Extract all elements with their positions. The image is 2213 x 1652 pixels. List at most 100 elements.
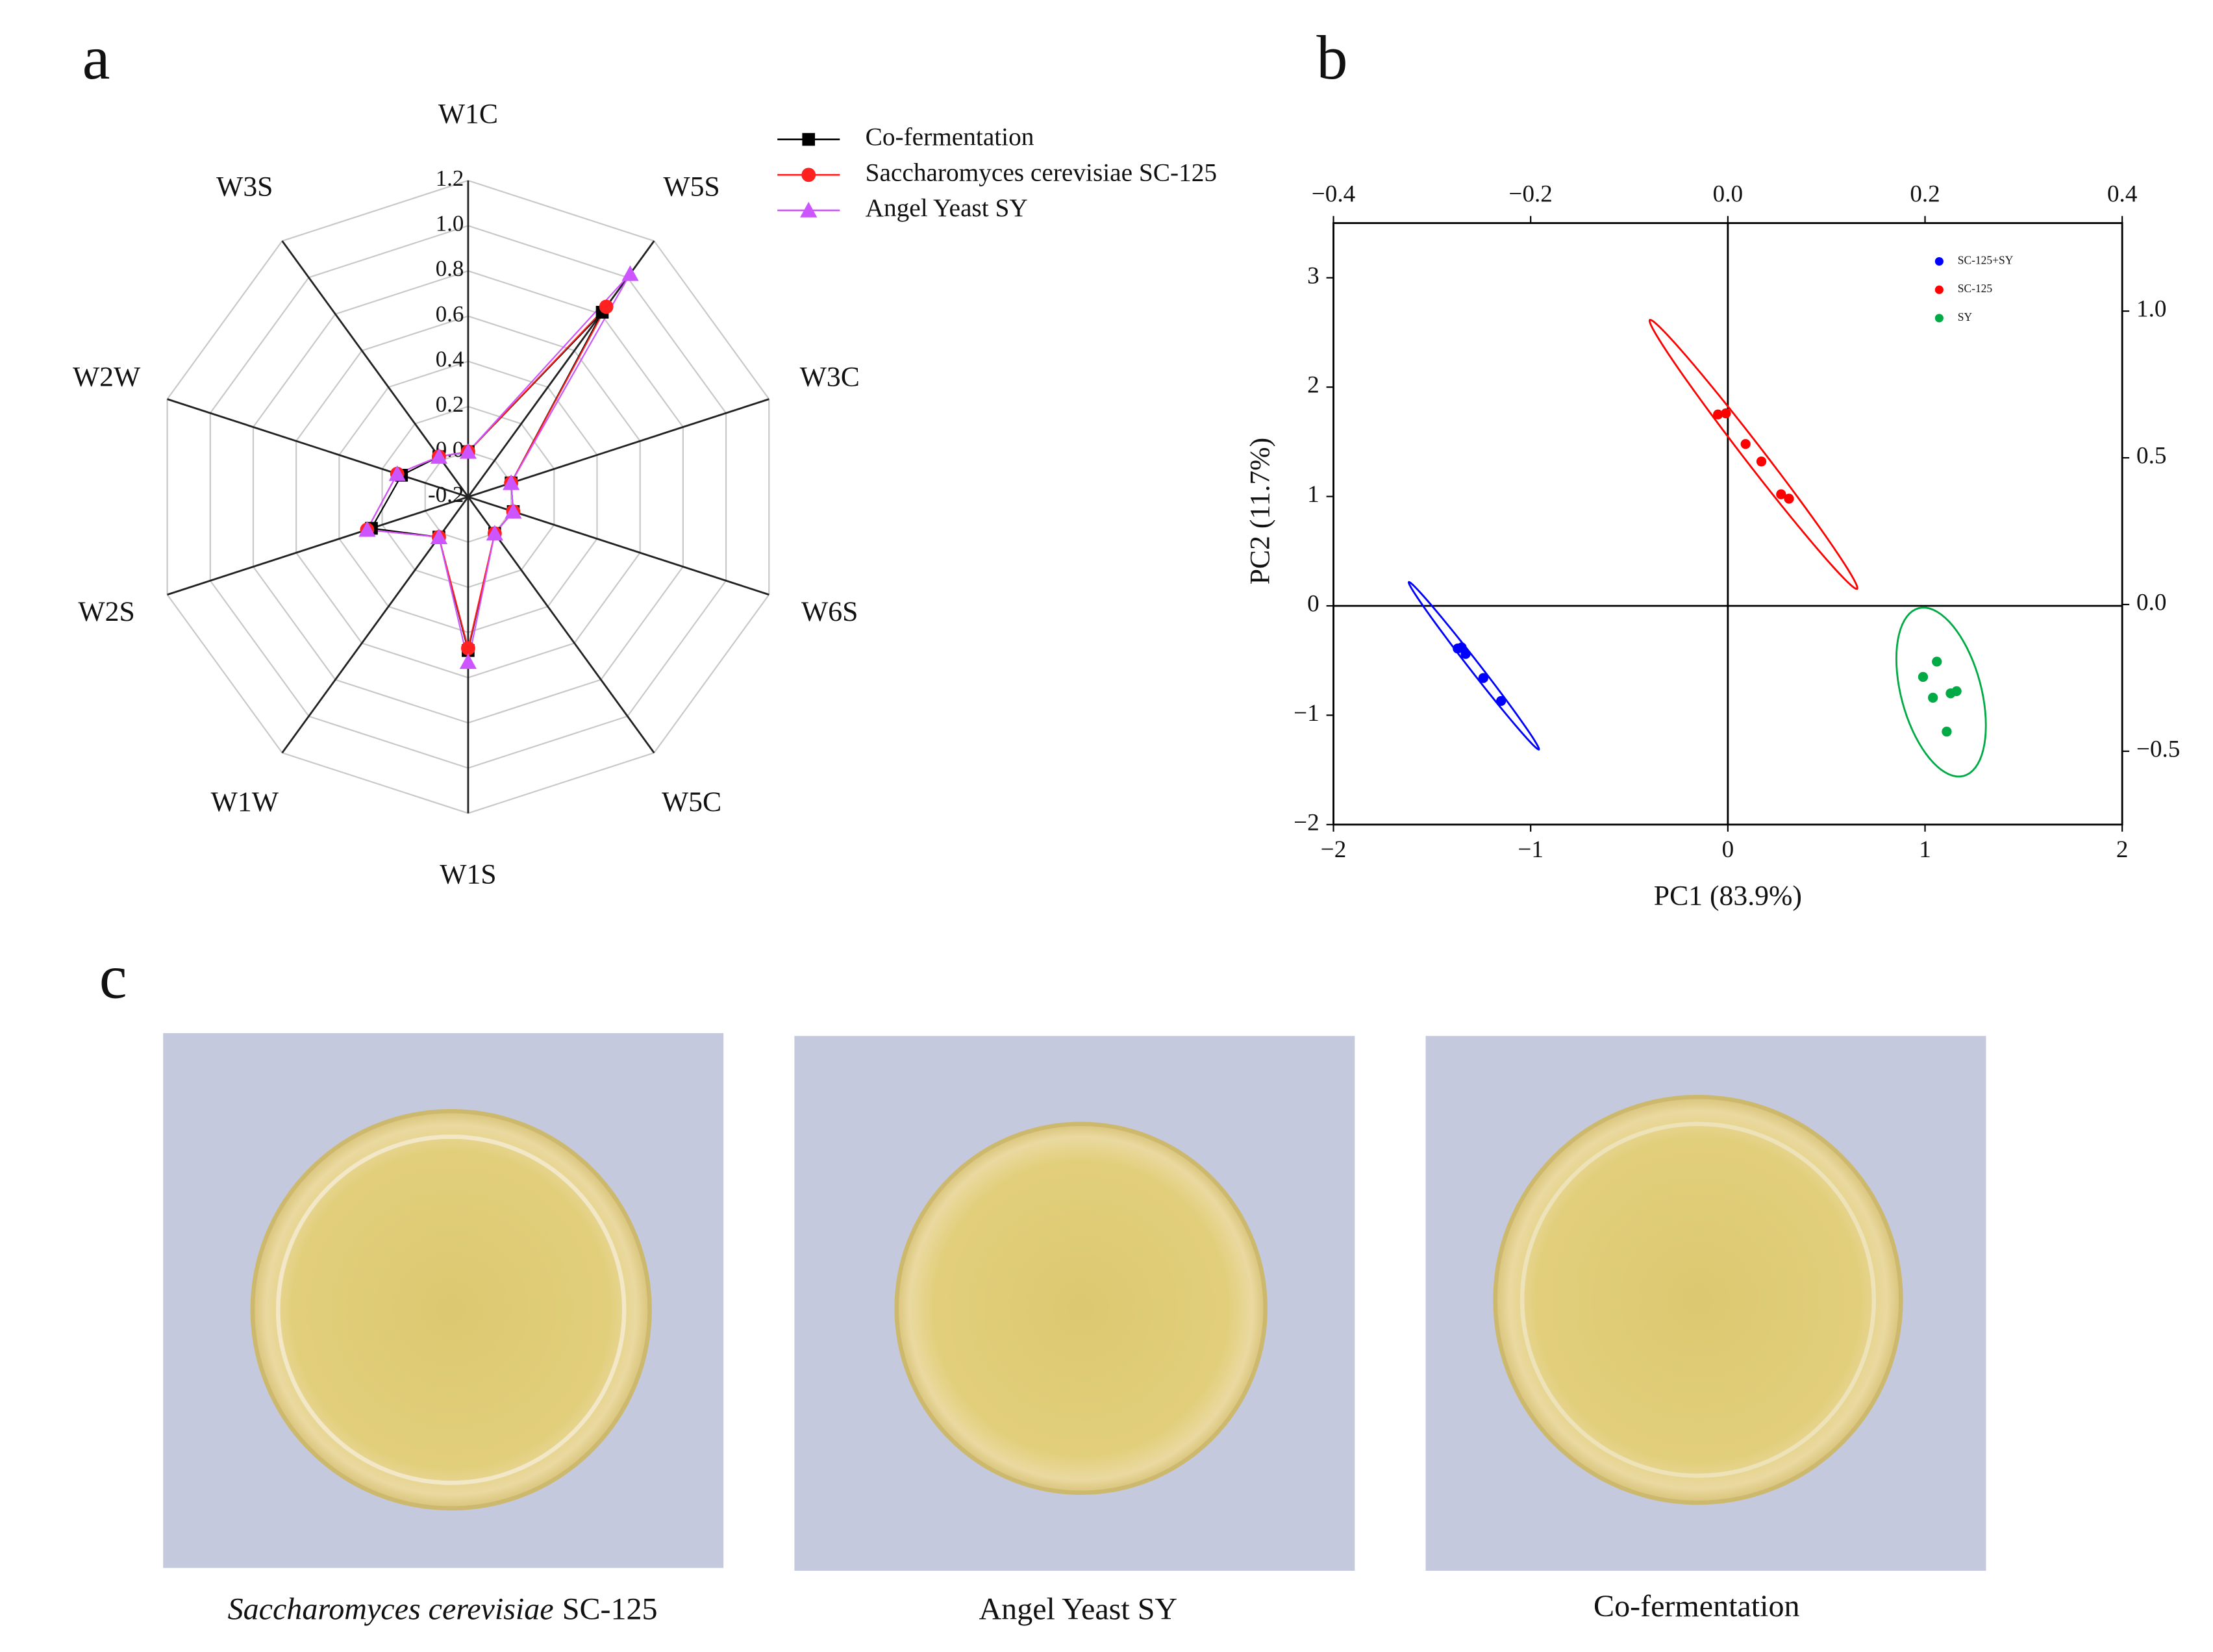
r-tick-label: 0.2 [436, 392, 464, 417]
r-tick-label: 0.8 [436, 256, 464, 281]
dish [250, 1108, 652, 1511]
r-tick-label: -0.2 [428, 482, 464, 507]
axis-label: W2S [78, 596, 134, 627]
photo-panel: c Saccharomyces cerevisiae SC-125 Angel Y… [99, 942, 1986, 1626]
axis-label: W1S [440, 859, 496, 890]
y2-tick-label: 0.0 [2136, 589, 2166, 616]
marker [802, 132, 816, 146]
marker [486, 525, 503, 541]
y2-tick-label: 0.5 [2136, 443, 2166, 469]
dish-rim [1519, 1121, 1877, 1478]
axis-label: W3S [216, 171, 273, 203]
series-line [366, 273, 631, 662]
point [1784, 494, 1794, 504]
marker [430, 528, 448, 545]
confidence-ellipse [1895, 607, 1987, 778]
x-tick-label: 2 [2116, 836, 2129, 863]
marker [459, 443, 477, 459]
marker [801, 168, 816, 182]
marker [503, 474, 520, 490]
x-tick-label: −2 [1321, 836, 1347, 863]
marker [430, 448, 448, 464]
y2-tick-label: 1.0 [2136, 296, 2166, 323]
marker [599, 299, 614, 314]
caption-italic: Saccharomyces cerevisiae [228, 1592, 554, 1626]
axis-label: W5C [662, 786, 721, 818]
point [1453, 644, 1463, 654]
y-tick-label: 1 [1307, 481, 1319, 508]
x2-tick-label: −0.2 [1509, 181, 1553, 208]
legend-marker [1934, 314, 1944, 323]
point [1721, 408, 1731, 419]
legend-label: Angel Yeast SY [866, 194, 1028, 222]
caption-text: SC-125 [562, 1592, 658, 1626]
x2-tick-label: 0.2 [1910, 181, 1940, 208]
marker [505, 503, 522, 519]
panel-label: a [82, 23, 110, 92]
legend-label: Co-fermentation [866, 123, 1034, 151]
y-tick-label: −2 [1294, 809, 1319, 836]
spoke [167, 398, 469, 498]
photo-caption: Angel Yeast SY [979, 1592, 1177, 1626]
r-tick-label: 1.0 [436, 211, 464, 236]
panel-label: b [1316, 23, 1347, 92]
axis-label: W1C [438, 99, 498, 130]
confidence-ellipse [1407, 581, 1540, 751]
point [1932, 657, 1942, 667]
point [1942, 727, 1952, 737]
r-tick-label: 0.4 [436, 346, 464, 371]
point [1496, 695, 1507, 707]
point [1776, 489, 1786, 499]
photo-caption: Saccharomyces cerevisiae SC-125 [228, 1592, 658, 1626]
legend-label: SC-125+SY [1958, 254, 2014, 267]
dish [894, 1121, 1268, 1496]
point [1713, 409, 1723, 419]
point [1478, 673, 1488, 683]
dish-rim [275, 1134, 627, 1485]
legend-label: Saccharomyces cerevisiae SC-125 [866, 158, 1217, 186]
point [1928, 692, 1938, 703]
x-axis-label: PC1 (83.9%) [1654, 880, 1802, 911]
y-axis-label: PC2 (11.7%) [1244, 438, 1275, 585]
r-tick-label: 1.2 [436, 166, 464, 191]
x-tick-label: −1 [1518, 836, 1543, 863]
point [1951, 686, 1962, 696]
axis-label: W5S [663, 171, 719, 203]
legend-marker [1934, 257, 1944, 266]
panel-label: c [99, 942, 127, 1012]
y-tick-label: −1 [1294, 700, 1319, 727]
y-tick-label: 0 [1307, 591, 1319, 618]
marker [621, 265, 639, 281]
x2-tick-label: −0.4 [1312, 181, 1355, 208]
point [1918, 671, 1929, 682]
point [1740, 439, 1751, 449]
spoke [467, 240, 655, 498]
spoke [468, 398, 769, 498]
axis-label: W1W [211, 786, 279, 818]
axis-label: W2W [73, 361, 141, 392]
point [1756, 457, 1767, 467]
y-tick-label: 3 [1307, 262, 1319, 289]
legend-label: SC-125 [1958, 282, 1993, 295]
marker [800, 201, 818, 218]
marker [388, 465, 406, 481]
spoke [167, 495, 469, 596]
y2-tick-label: −0.5 [2136, 736, 2180, 762]
legend-marker [1934, 285, 1944, 294]
r-tick-label: 0.6 [436, 301, 464, 327]
x-tick-label: 0 [1722, 836, 1734, 863]
axis-label: W3C [800, 361, 860, 392]
confidence-ellipse [1648, 318, 1858, 590]
marker [459, 653, 477, 670]
x2-tick-label: 0.0 [1713, 181, 1743, 208]
x2-tick-label: 0.4 [2107, 181, 2137, 208]
point [1460, 649, 1471, 659]
axis-label: W6S [801, 596, 858, 627]
marker [358, 521, 376, 537]
legend-label: SY [1958, 310, 1973, 323]
marker [461, 641, 475, 656]
y-tick-label: 2 [1307, 372, 1319, 399]
photo-caption: Co-fermentation [1594, 1589, 1800, 1623]
